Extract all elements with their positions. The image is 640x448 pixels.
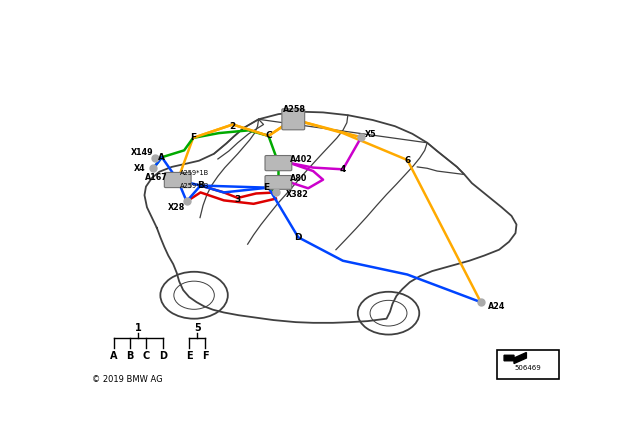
FancyBboxPatch shape — [282, 109, 305, 130]
Text: 3: 3 — [235, 195, 241, 204]
Polygon shape — [504, 353, 527, 363]
Text: D: D — [294, 233, 302, 242]
Text: F: F — [190, 134, 196, 142]
Text: C: C — [143, 351, 150, 361]
Text: A24: A24 — [488, 302, 505, 311]
Text: B: B — [127, 351, 134, 361]
Text: 2: 2 — [230, 122, 236, 131]
Text: A167: A167 — [145, 173, 167, 182]
Text: C: C — [265, 131, 272, 140]
Text: A402: A402 — [291, 155, 313, 164]
FancyBboxPatch shape — [164, 172, 191, 188]
Text: E: E — [186, 351, 193, 361]
Text: E: E — [263, 183, 269, 192]
Text: D: D — [159, 351, 167, 361]
Text: A259*1B: A259*1B — [180, 170, 209, 176]
Text: A259*2B: A259*2B — [180, 183, 209, 189]
Text: 5: 5 — [194, 323, 201, 333]
Text: A258: A258 — [283, 105, 306, 114]
Text: X28: X28 — [168, 203, 186, 212]
Text: 6: 6 — [404, 155, 410, 164]
FancyBboxPatch shape — [265, 176, 292, 190]
Text: X5: X5 — [365, 130, 377, 139]
FancyBboxPatch shape — [497, 350, 559, 379]
Text: X4: X4 — [134, 164, 145, 173]
FancyBboxPatch shape — [265, 155, 292, 171]
Text: A: A — [158, 153, 165, 162]
Text: A80: A80 — [291, 174, 308, 184]
Text: © 2019 BMW AG: © 2019 BMW AG — [92, 375, 163, 384]
Text: B: B — [197, 181, 204, 190]
Text: X382: X382 — [286, 190, 309, 199]
Text: A: A — [110, 351, 118, 361]
Text: F: F — [202, 351, 209, 361]
Text: 1: 1 — [135, 323, 141, 333]
Text: 506469: 506469 — [515, 365, 541, 371]
Text: X149: X149 — [131, 147, 154, 156]
Text: 4: 4 — [340, 165, 346, 174]
